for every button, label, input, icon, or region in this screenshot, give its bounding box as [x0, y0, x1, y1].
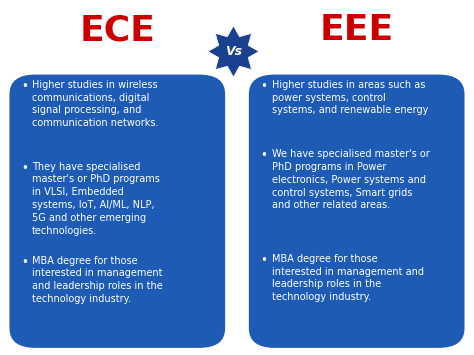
Text: •: • — [261, 149, 268, 162]
Text: MBA degree for those
interested in management
and leadership roles in the
techno: MBA degree for those interested in manag… — [32, 256, 163, 304]
Text: Higher studies in areas such as
power systems, control
systems, and renewable en: Higher studies in areas such as power sy… — [272, 80, 428, 115]
Polygon shape — [208, 26, 259, 77]
Text: We have specialised master's or
PhD programs in Power
electronics, Power systems: We have specialised master's or PhD prog… — [272, 149, 429, 210]
Text: They have specialised
master's or PhD programs
in VLSI, Embedded
systems, IoT, A: They have specialised master's or PhD pr… — [32, 162, 160, 235]
Text: Higher studies in wireless
communications, digital
signal processing, and
commun: Higher studies in wireless communication… — [32, 80, 159, 128]
Text: •: • — [21, 162, 28, 175]
Text: ECE: ECE — [79, 13, 155, 47]
Text: MBA degree for those
interested in management and
leadership roles in the
techno: MBA degree for those interested in manag… — [272, 254, 424, 302]
Text: •: • — [261, 80, 268, 93]
Text: •: • — [261, 254, 268, 267]
FancyBboxPatch shape — [9, 75, 225, 348]
Text: Vs: Vs — [225, 45, 242, 58]
FancyBboxPatch shape — [249, 75, 465, 348]
Text: •: • — [21, 80, 28, 93]
Text: EEE: EEE — [319, 13, 394, 47]
Text: •: • — [21, 256, 28, 269]
